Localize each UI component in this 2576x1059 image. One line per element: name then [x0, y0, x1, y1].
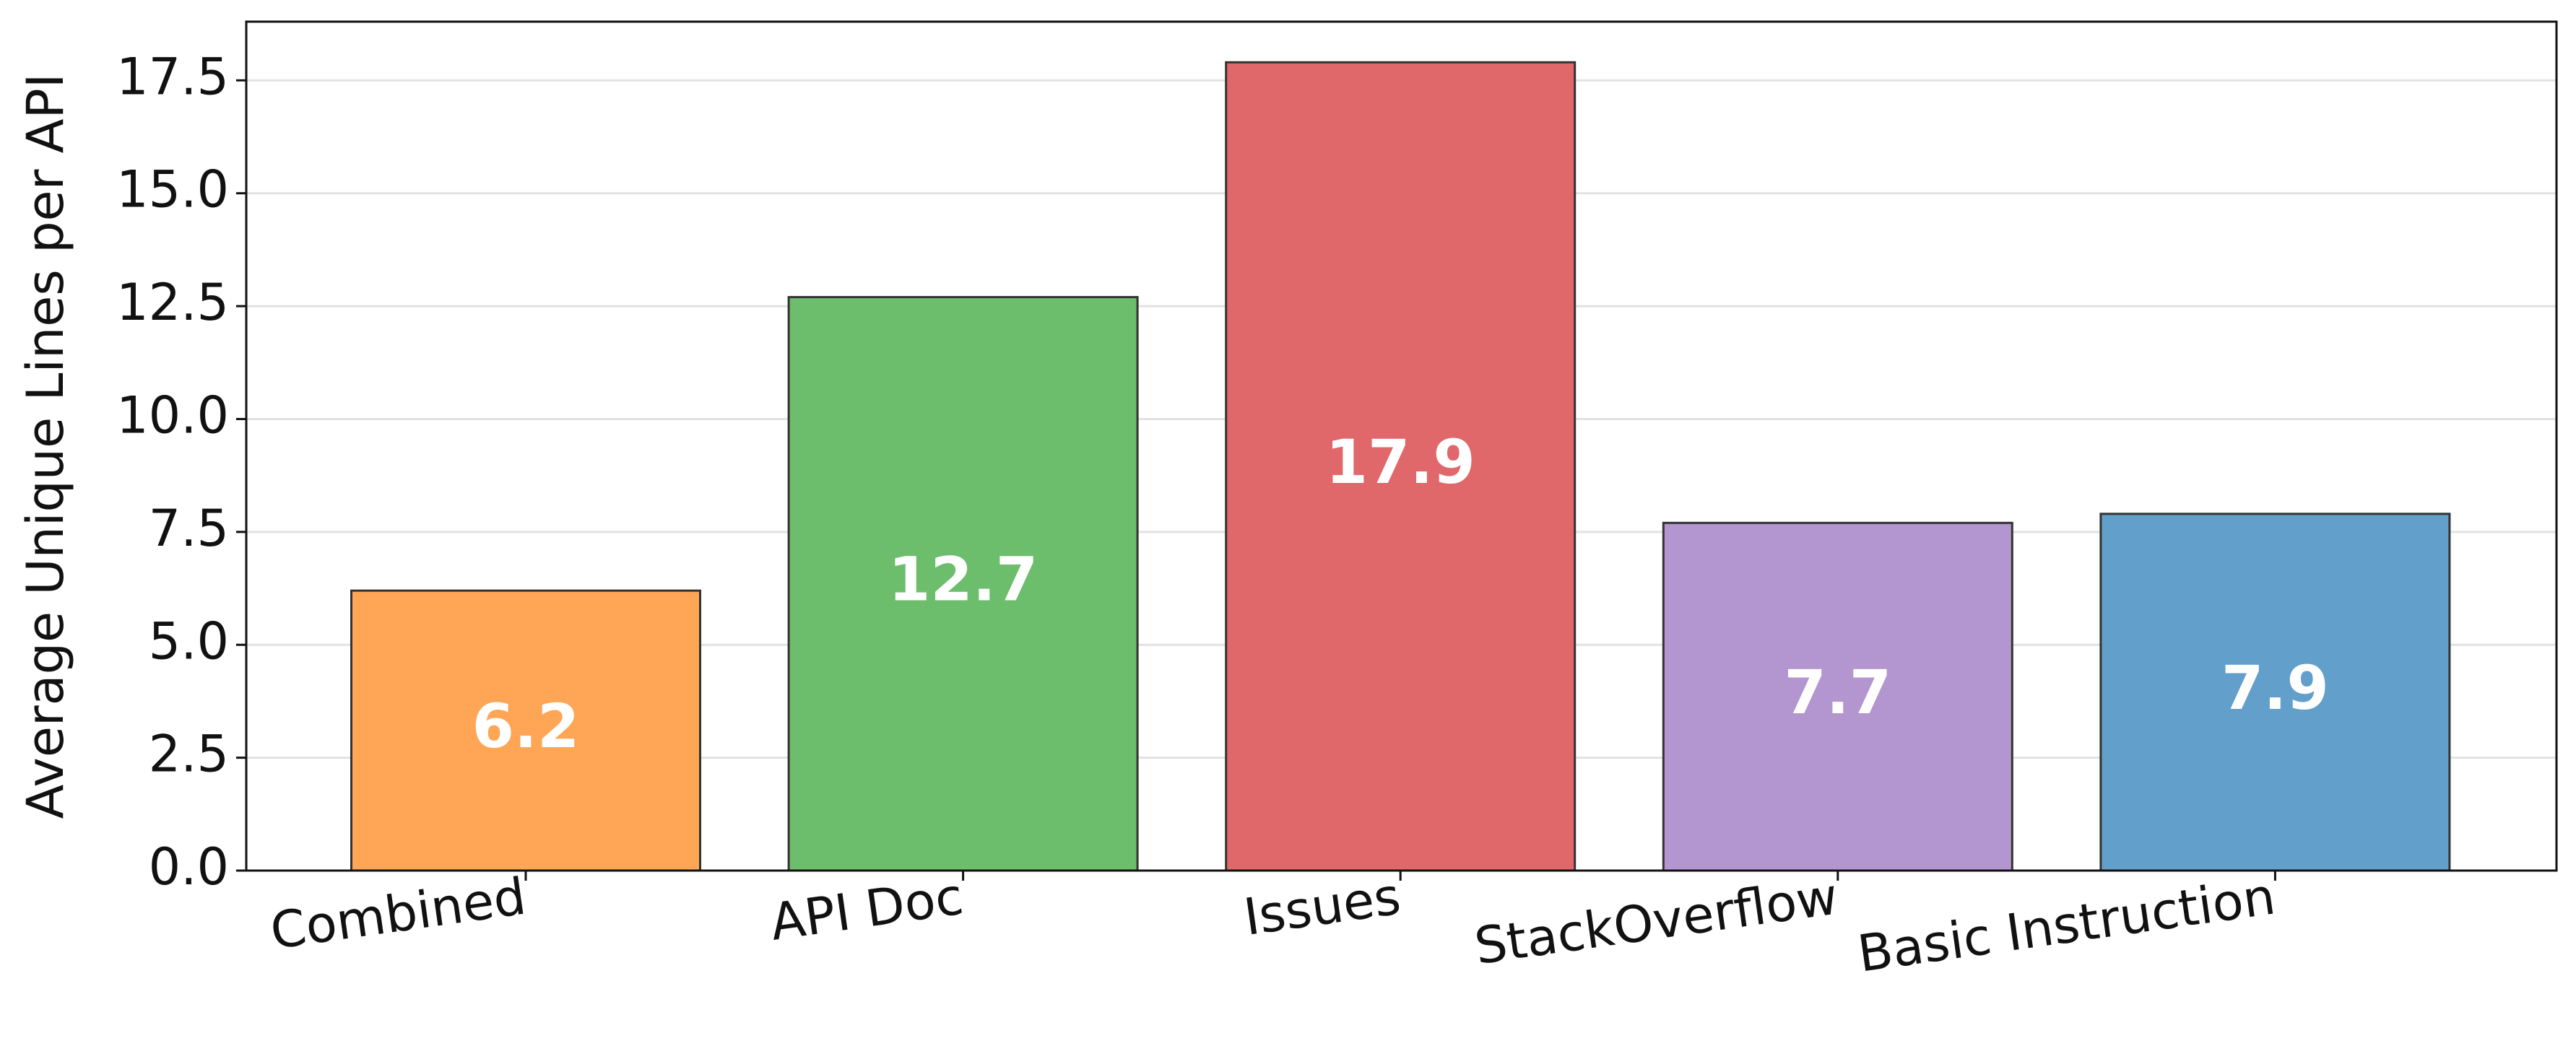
- data-label: 17.9: [1326, 427, 1475, 497]
- y-tick-label: 15.0: [116, 160, 229, 219]
- y-tick-label: 17.5: [116, 47, 229, 106]
- x-tick-label: Issues: [1240, 866, 1404, 946]
- data-label: 12.7: [888, 544, 1038, 615]
- bar: [1225, 61, 1577, 872]
- y-tick-label: 2.5: [149, 725, 229, 784]
- bar: [1662, 521, 2013, 872]
- x-tick-label: Basic Instruction: [1854, 866, 2278, 983]
- bar: [787, 296, 1139, 872]
- bar: [2099, 513, 2451, 872]
- y-tick-label: 5.0: [149, 611, 229, 671]
- y-tick-label: 0.0: [149, 837, 229, 897]
- x-tick-label: StackOverflow: [1471, 866, 1842, 976]
- data-label: 6.2: [472, 691, 580, 762]
- y-tick-label: 7.5: [149, 499, 229, 558]
- x-tick-label: API Doc: [767, 866, 967, 952]
- y-axis-label: Average Unique Lines per API: [16, 74, 75, 819]
- x-tick-label: Combined: [266, 866, 529, 961]
- y-tick-label: 10.0: [116, 385, 229, 445]
- plot-frame: [245, 20, 2558, 872]
- bar: [350, 589, 701, 872]
- data-label: 7.9: [2221, 653, 2329, 723]
- data-label: 7.7: [1784, 657, 1891, 728]
- y-tick-label: 12.5: [116, 273, 229, 332]
